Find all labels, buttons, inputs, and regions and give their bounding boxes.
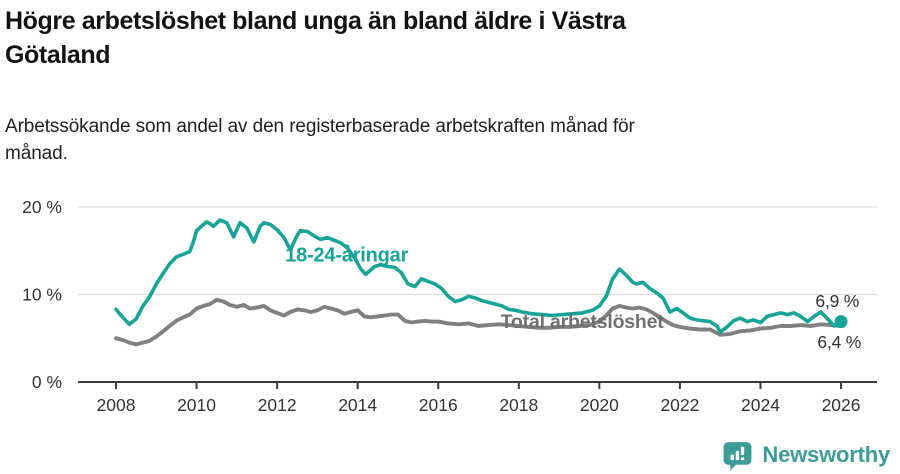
chart-header: Högre arbetslöshet bland unga än bland ä… bbox=[5, 4, 885, 167]
x-tick-label: 2022 bbox=[660, 395, 699, 415]
chart-annotation: Total arbetslöshet bbox=[501, 311, 665, 333]
subtitle-line-2: månad. bbox=[5, 143, 68, 164]
newsworthy-logo-icon bbox=[723, 441, 752, 470]
subtitle-line-1: Arbetssökande som andel av den registerb… bbox=[5, 116, 635, 137]
x-tick-label: 2010 bbox=[177, 395, 216, 415]
x-tick-label: 2016 bbox=[419, 395, 458, 415]
brand-name: Newsworthy bbox=[762, 442, 890, 467]
y-tick-label: 20 % bbox=[22, 197, 62, 217]
x-tick-label: 2026 bbox=[822, 395, 861, 415]
chart-annotation: 18-24-åringar bbox=[285, 243, 408, 266]
x-tick-label: 2008 bbox=[97, 395, 136, 415]
x-tick-label: 2020 bbox=[580, 395, 619, 415]
series-end-dot bbox=[834, 315, 848, 329]
x-tick-label: 2024 bbox=[741, 395, 780, 415]
y-tick-label: 0 % bbox=[32, 372, 62, 392]
page-title: Högre arbetslöshet bland unga än bland ä… bbox=[5, 4, 885, 72]
title-line-2: Götaland bbox=[5, 41, 111, 69]
line-chart: 0 % 10 % 20 % 2008 2010 2012 2014 2016 2018 2020 2… bbox=[22, 197, 877, 415]
x-tick-label: 2012 bbox=[258, 395, 297, 415]
x-tick-label: 2018 bbox=[499, 395, 538, 415]
title-line-1: Högre arbetslöshet bland unga än bland ä… bbox=[5, 7, 626, 35]
series-line bbox=[114, 218, 843, 334]
newsworthy-brand[interactable]: Newsworthy bbox=[721, 438, 890, 472]
series-line bbox=[114, 297, 843, 347]
chart-annotation: 6,9 % bbox=[815, 291, 859, 311]
y-tick-label: 10 % bbox=[22, 285, 62, 305]
x-tick-label: 2014 bbox=[338, 395, 377, 415]
chart-annotation: 6,4 % bbox=[817, 332, 861, 352]
chart-subtitle: Arbetssökande som andel av den registerb… bbox=[5, 113, 885, 167]
